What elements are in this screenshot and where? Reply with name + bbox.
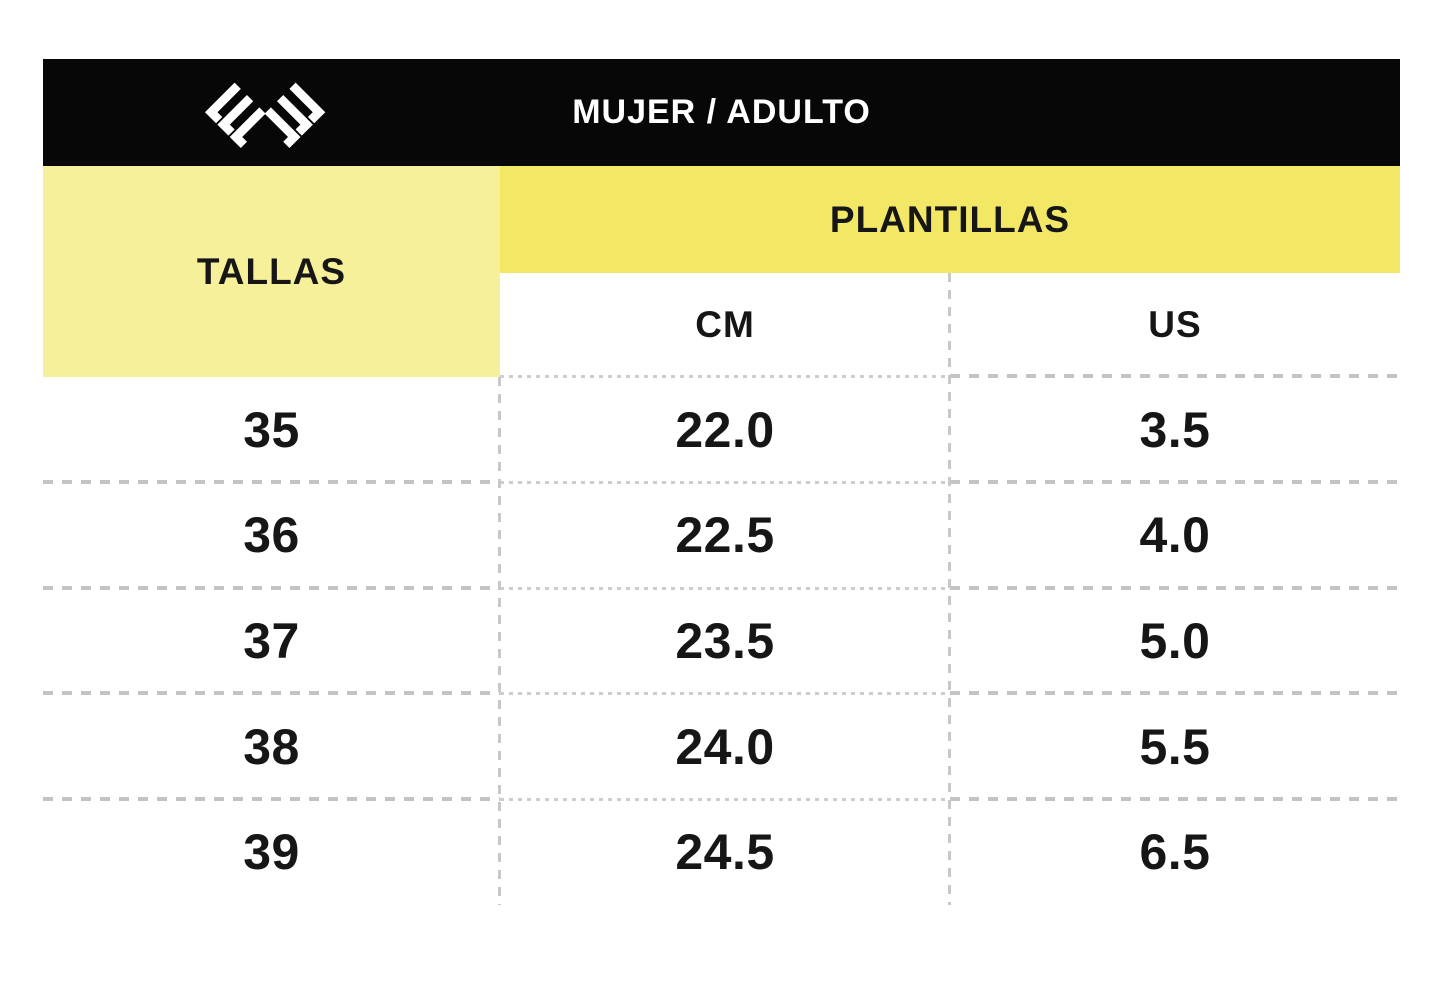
table-cell-size: 37 <box>243 612 300 669</box>
row-separator <box>43 797 1400 801</box>
page-title: MUJER / ADULTO <box>572 93 871 131</box>
header-bar: MUJER / ADULTO <box>43 59 1400 166</box>
table-cell-cm: 22.5 <box>675 507 775 564</box>
tallas-label: TALLAS <box>196 250 347 292</box>
plantillas-label: PLANTILLAS <box>829 198 1071 240</box>
table-cell-size: 39 <box>243 824 300 881</box>
tallas-header-cell: TALLAS <box>43 166 500 377</box>
plantillas-header-cell: PLANTILLAS <box>500 166 1400 273</box>
column-separator-cm-us <box>948 273 951 905</box>
size-chart-table: MUJER / ADULTO TALLAS PLANTILLAS CM US 3… <box>43 59 1400 905</box>
table-body: 35 22.0 3.5 36 22.5 4.0 37 23.5 5.0 38 2… <box>43 377 1400 905</box>
column-separator-tallas-cm <box>498 377 501 905</box>
column-header-cm: CM <box>500 273 950 377</box>
us-label: US <box>1148 304 1202 345</box>
table-cell-us: 6.5 <box>1139 824 1211 881</box>
row-separator <box>43 480 1400 484</box>
table-cell-cm: 24.5 <box>675 824 775 881</box>
table-cell-cm: 22.0 <box>675 401 775 458</box>
table-cell-size: 35 <box>243 401 300 458</box>
cm-label: CM <box>695 304 755 345</box>
header-row-separator <box>500 374 1400 378</box>
table-cell-us: 5.5 <box>1139 718 1211 775</box>
brand-logo-icon <box>191 76 341 157</box>
row-separator <box>43 586 1400 590</box>
table-cell-us: 3.5 <box>1139 401 1211 458</box>
table-cell-us: 4.0 <box>1139 507 1211 564</box>
table-cell-us: 5.0 <box>1139 612 1211 669</box>
table-cell-cm: 24.0 <box>675 718 775 775</box>
row-separator <box>43 691 1400 695</box>
table-cell-size: 36 <box>243 507 300 564</box>
table-cell-cm: 23.5 <box>675 612 775 669</box>
table-cell-size: 38 <box>243 718 300 775</box>
column-header-us: US <box>950 273 1400 377</box>
